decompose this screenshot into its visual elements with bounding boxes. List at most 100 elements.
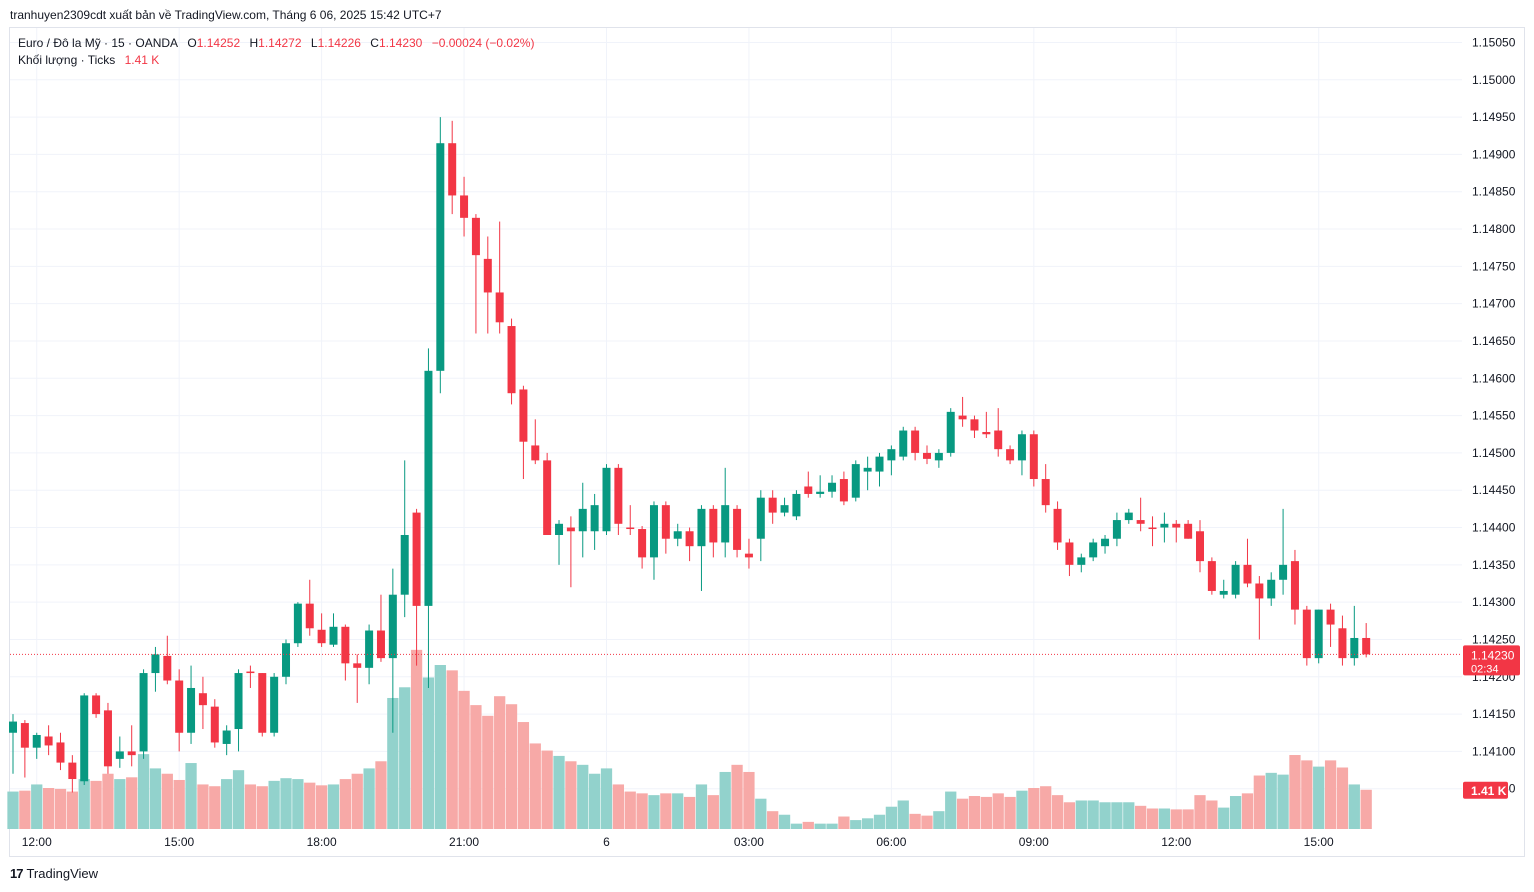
volume-bar (137, 754, 150, 829)
volume-bar (90, 780, 102, 829)
candle-body (602, 467, 611, 532)
candle-body (875, 456, 884, 472)
volume-bar (814, 823, 826, 829)
volume-bar (494, 696, 506, 829)
volume-bar (185, 763, 197, 829)
volume-bar (1051, 795, 1064, 829)
candle-body (685, 531, 694, 547)
volume-bar (707, 795, 719, 829)
last-price-value: 1.14230 (1471, 648, 1515, 662)
volume-bar (672, 793, 684, 829)
time-tick-label: 12:00 (1161, 835, 1191, 849)
price-tick-label: 1.14800 (1472, 222, 1516, 236)
price-tick-label: 1.14700 (1472, 297, 1516, 311)
price-tick-label: 1.14900 (1472, 147, 1516, 161)
price-tick-label: 1.14750 (1472, 259, 1516, 273)
volume-bar (862, 818, 874, 829)
candle-body (1326, 609, 1335, 625)
legend-symbol[interactable]: Euro / Đô la Mỹ · 15 · OANDA (18, 36, 179, 50)
candle-body (1101, 538, 1110, 547)
footer-brand-name: TradingView (26, 866, 99, 881)
candle-body (934, 452, 943, 461)
candle-body (400, 534, 409, 595)
volume-bar (885, 806, 898, 829)
volume-bar (1123, 802, 1135, 829)
candle-body (578, 508, 587, 532)
candle-body (1089, 542, 1098, 558)
price-tick-label: 1.14300 (1472, 595, 1516, 609)
volume-bar (802, 821, 814, 829)
candle-body (1350, 637, 1359, 659)
volume-bar (458, 690, 470, 829)
price-tick-label: 1.14450 (1472, 483, 1516, 497)
volume-bar (1146, 808, 1159, 829)
candle-body (495, 292, 504, 323)
price-tick-label: 1.15050 (1472, 35, 1516, 49)
legend-open-value: 1.14252 (196, 36, 241, 50)
candle-body (590, 505, 599, 532)
candle-body (566, 527, 575, 532)
volume-bar (790, 823, 803, 829)
volume-bar (42, 788, 55, 829)
candle-body (899, 430, 908, 457)
volume-bar (7, 791, 19, 829)
candle-body (946, 411, 955, 453)
candle-body (614, 467, 623, 524)
candle-body (1302, 609, 1311, 659)
volume-bar (1277, 774, 1289, 829)
candle-body (958, 415, 967, 420)
time-tick-label: 09:00 (1019, 835, 1049, 849)
candle-body (1017, 434, 1026, 461)
candle-body (163, 655, 172, 681)
volume-bar (743, 771, 755, 829)
volume-bar (755, 798, 767, 829)
legend-open-label: O (187, 36, 197, 50)
legend-close-value: 1.14230 (378, 36, 423, 50)
candle-body (970, 419, 979, 431)
candle-body (1041, 479, 1050, 506)
candle-body (151, 654, 160, 674)
volume-bar (197, 784, 209, 829)
candle-body (661, 505, 670, 539)
volume-bar (719, 771, 731, 829)
volume-bar (268, 780, 280, 829)
candle-body (792, 493, 801, 517)
volume-bar (1301, 760, 1313, 829)
volume-bar (304, 782, 316, 829)
footer-brand[interactable]: 17 TradingView (10, 866, 98, 881)
candle-body (1148, 527, 1157, 530)
price-tick-label: 1.14150 (1472, 707, 1516, 721)
time-tick-label: 06:00 (876, 835, 906, 849)
candle-body (839, 479, 848, 502)
candle-body (92, 695, 101, 715)
volume-bar (1336, 767, 1349, 829)
candle-body (1255, 583, 1264, 599)
candle-body (448, 143, 457, 196)
volume-bar (232, 770, 245, 829)
candle-body (531, 445, 540, 461)
tradingview-logo-icon: 17 (10, 866, 24, 881)
candle-body (555, 523, 564, 535)
candle-body (1172, 523, 1181, 528)
bar-countdown: 02:34 (1471, 663, 1499, 675)
legend-volume-label[interactable]: Khối lượng · Ticks (18, 53, 116, 67)
candle-body (282, 643, 291, 677)
time-tick-label: 6 (603, 835, 610, 849)
candle-body (804, 486, 813, 494)
candle-body (507, 326, 516, 394)
last-volume-badge (1463, 781, 1508, 799)
volume-bar (541, 750, 553, 829)
candle-body (780, 505, 789, 513)
candle-body (1219, 590, 1228, 595)
candle-body (768, 497, 777, 513)
candle-body (1314, 609, 1323, 659)
volume-bar (363, 768, 375, 829)
volume-bar (434, 665, 446, 829)
price-tick-label: 1.14350 (1472, 558, 1516, 572)
volume-bar (588, 773, 601, 829)
volume-bar (826, 823, 838, 829)
candle-body (1006, 449, 1015, 461)
volume-bar (19, 790, 31, 829)
volume-bar (529, 743, 541, 829)
